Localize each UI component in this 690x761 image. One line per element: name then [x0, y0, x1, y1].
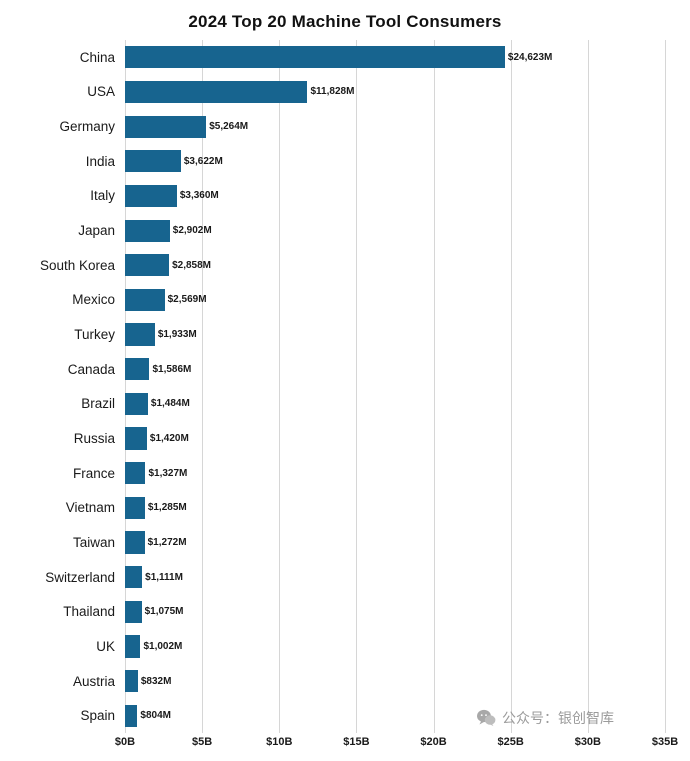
value-label: $2,858M [172, 259, 212, 271]
category-label: Germany [59, 119, 115, 135]
bar [125, 219, 170, 242]
chart-row: Thailand $1,075M [63, 595, 665, 630]
chart-row: USA $11,828M [87, 75, 665, 110]
x-axis: $0B $5B $10B $15B $20B $25B $30B $35B [115, 736, 678, 754]
bar [125, 288, 165, 311]
value-label: $1,002M [143, 640, 183, 652]
category-label: Brazil [81, 396, 115, 412]
bar [125, 358, 150, 381]
bar [125, 496, 145, 519]
value-label: $3,360M [179, 190, 219, 202]
value-label: $11,828M [310, 86, 355, 98]
bar [125, 392, 148, 415]
value-label: $5,264M [209, 121, 249, 133]
bar [125, 427, 147, 450]
value-label: $804M [140, 710, 171, 722]
bar [125, 704, 138, 727]
bar [125, 566, 143, 589]
x-tick-label: $25B [497, 736, 524, 748]
watermark: 公众号：银创智库 [476, 708, 614, 728]
chart-row: Russia $1,420M [74, 421, 665, 456]
value-label: $2,902M [172, 225, 212, 237]
bar [125, 184, 177, 208]
category-label: USA [87, 84, 115, 100]
value-label: $1,933M [157, 329, 197, 341]
value-label: $3,622M [183, 155, 223, 167]
value-label: $24,623M [507, 51, 553, 63]
x-tick-label: $5B [192, 736, 213, 748]
chart-row: Italy $3,360M [90, 179, 665, 214]
chart-row: Japan $2,902M [78, 213, 665, 248]
bar [125, 115, 207, 138]
x-tick-label: $35B [651, 736, 679, 748]
chart-title: 2024 Top 20 Machine Tool Consumers [188, 12, 502, 31]
chart-row: South Korea $2,858M [40, 248, 665, 283]
gridline [665, 40, 666, 733]
x-tick-label: $10B [266, 736, 293, 748]
x-tick-label: $15B [343, 736, 370, 748]
bar [125, 462, 146, 485]
value-label: $1,420M [149, 433, 189, 445]
plot-area: China $24,623M USA $11,828M Germany $5,264M In… [40, 40, 666, 733]
value-label: $1,586M [152, 363, 192, 375]
x-tick-label: $0B [114, 736, 136, 748]
value-label: $1,111M [145, 571, 183, 583]
value-label: $1,272M [147, 537, 187, 549]
chart-row: Switzerland $1,111M [45, 560, 665, 595]
value-label: $1,484M [150, 398, 190, 410]
category-label: Canada [67, 361, 115, 377]
chart-row: UK $1,002M [96, 629, 665, 664]
chart-row: India $3,622M [86, 144, 665, 179]
category-label: Turkey [74, 327, 115, 343]
category-label: Vietnam [65, 500, 115, 516]
category-label: Taiwan [72, 535, 115, 551]
x-tick-label: $30B [574, 736, 601, 748]
value-label: $1,285M [147, 502, 187, 514]
chart-row: Brazil $1,484M [81, 387, 665, 422]
category-label: Spain [80, 708, 115, 724]
chart-row: Germany $5,264M [59, 109, 665, 144]
value-label: $832M [140, 675, 172, 687]
bar [125, 46, 505, 69]
bar [125, 531, 145, 554]
chart-row: Canada $1,586M [68, 352, 665, 387]
bar [125, 600, 142, 623]
wechat-logo-icon [476, 709, 496, 727]
chart-row: China $24,623M [80, 40, 665, 75]
value-label: $2,569M [167, 294, 207, 306]
chart-row: Turkey $1,933M [74, 317, 665, 352]
bar [125, 323, 155, 346]
bar [125, 670, 138, 693]
chart-row: Austria $832M [73, 664, 665, 699]
watermark-text: 公众号：银创智库 [502, 710, 614, 726]
chart-row: Taiwan $1,272M [73, 525, 665, 560]
category-label: UK [96, 638, 115, 654]
chart-row: Mexico $2,569M [72, 283, 665, 318]
x-tick-label: $20B [420, 736, 447, 748]
chart-row: Spain $804M [80, 698, 665, 733]
category-label: Thailand [63, 604, 115, 620]
chart-row: France $1,327M [73, 456, 665, 491]
bar [125, 80, 308, 104]
category-label: Italy [90, 188, 115, 204]
value-label: $1,327M [148, 467, 188, 479]
chart-row: Vietnam $1,285M [66, 491, 665, 526]
bar [125, 150, 181, 173]
rows: China $24,623M USA $11,828M Germany $5,264M In… [40, 40, 665, 733]
category-label: India [85, 153, 115, 169]
category-label: Austria [72, 673, 115, 689]
bar [125, 254, 170, 277]
bar [125, 635, 141, 658]
category-label: Switzerland [45, 569, 115, 585]
category-label: South Korea [39, 257, 115, 273]
category-label: France [72, 465, 115, 481]
category-label: China [79, 49, 115, 65]
value-label: $1,075M [144, 606, 184, 618]
category-label: Japan [78, 223, 115, 239]
category-label: Russia [73, 431, 115, 447]
category-label: Mexico [72, 292, 115, 308]
